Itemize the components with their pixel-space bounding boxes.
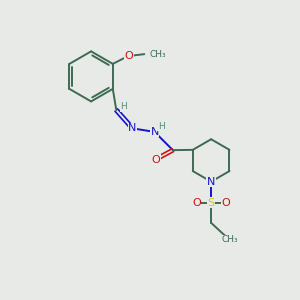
Text: H: H [158,122,164,130]
Text: O: O [192,198,201,208]
Text: O: O [152,155,161,165]
Text: N: N [150,127,159,137]
Text: O: O [124,51,134,61]
Text: S: S [208,198,215,208]
Text: N: N [207,177,215,187]
Text: CH₃: CH₃ [150,50,166,59]
Text: H: H [120,102,127,111]
Text: CH₃: CH₃ [222,236,238,244]
Text: O: O [221,198,230,208]
Text: N: N [128,123,137,134]
